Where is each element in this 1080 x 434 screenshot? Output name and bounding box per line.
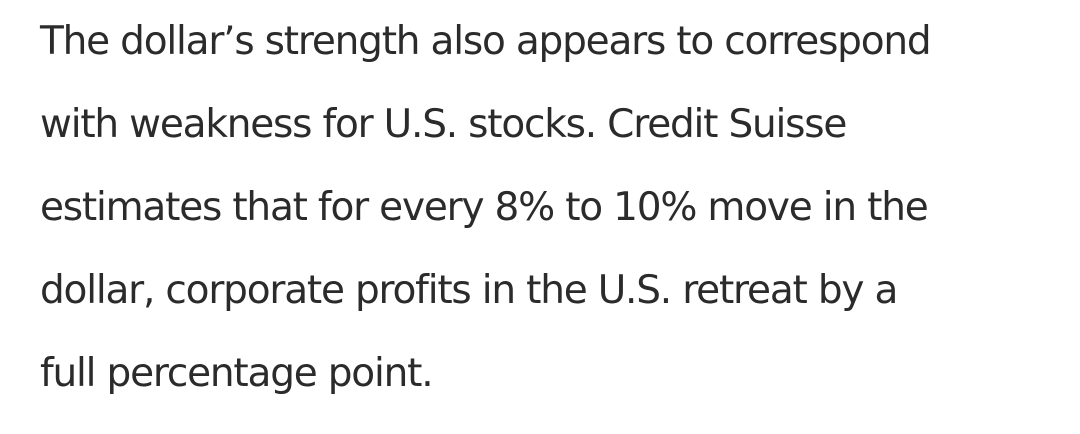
- paragraph-line-3: estimates that for every 8% to 10% move …: [40, 185, 929, 230]
- article-body: The dollar’s strength also appears to co…: [40, 0, 1050, 415]
- paragraph-line-4: dollar, corporate profits in the U.S. re…: [40, 268, 898, 313]
- paragraph-line-1: The dollar’s strength also appears to co…: [40, 19, 932, 64]
- paragraph-line-5: full percentage point.: [40, 351, 434, 396]
- paragraph-line-2: with weakness for U.S. stocks. Credit Su…: [40, 102, 847, 147]
- article-paragraph: The dollar’s strength also appears to co…: [40, 0, 1050, 415]
